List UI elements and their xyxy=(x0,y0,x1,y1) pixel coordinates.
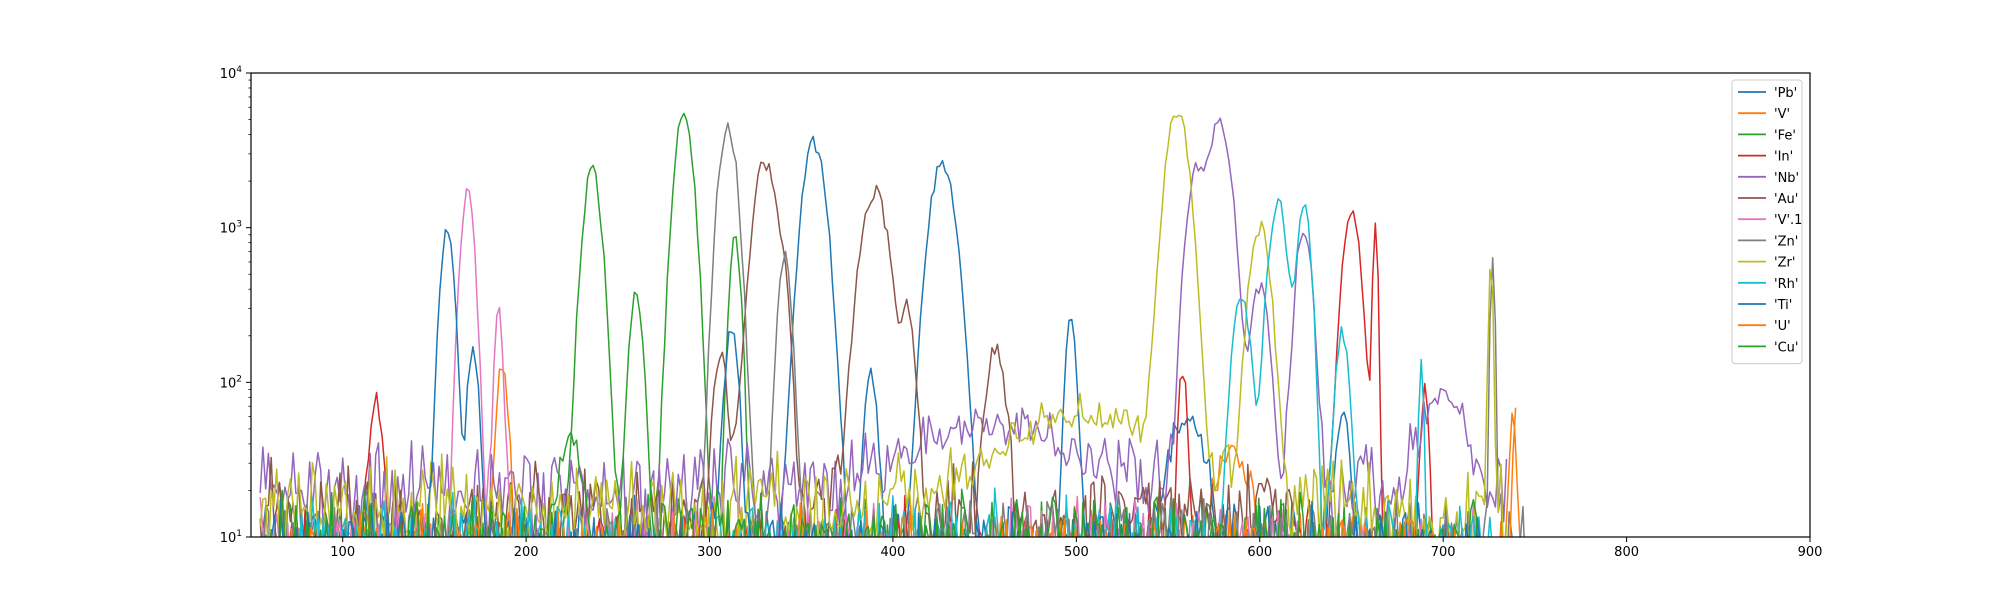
legend-label: 'Zr' xyxy=(1774,256,1795,271)
x-tick-label: 200 xyxy=(514,545,539,560)
legend: 'Pb' 'V' 'Fe' 'In' 'Nb' 'Au' 'V'.1 'Zn' 'Zr' 'Rh'… xyxy=(1731,79,1803,365)
y-tick-label: 103 xyxy=(220,220,242,237)
legend-label: 'Rh' xyxy=(1774,277,1798,292)
legend-label: 'Ti' xyxy=(1774,298,1792,313)
legend-label: 'V'.1 xyxy=(1774,213,1802,228)
x-tick-label: 500 xyxy=(1064,545,1089,560)
series-line xyxy=(263,122,1525,537)
series-line xyxy=(259,114,1508,537)
legend-label: 'Cu' xyxy=(1774,340,1798,355)
x-tick-label: 100 xyxy=(330,545,355,560)
legend-label: 'In' xyxy=(1774,150,1793,165)
y-tick-label: 101 xyxy=(220,529,242,546)
legend-label: 'Fe' xyxy=(1774,128,1796,143)
series-line xyxy=(271,228,1481,537)
series-line xyxy=(261,135,1444,537)
legend-label: 'Zn' xyxy=(1774,234,1798,249)
plot-frame xyxy=(250,72,1811,538)
y-tick-label: 104 xyxy=(220,65,243,82)
y-tick-label: 102 xyxy=(220,374,242,391)
series-line xyxy=(273,407,1517,537)
series-line xyxy=(259,117,1508,537)
x-tick-label: 400 xyxy=(881,545,906,560)
series-line xyxy=(299,198,1493,537)
legend-label: 'V' xyxy=(1774,107,1790,122)
x-tick-label: 600 xyxy=(1247,545,1272,560)
series-line xyxy=(270,291,1479,537)
x-axis: 100 200 300 400 500 600 700 800 900 xyxy=(330,537,1822,560)
x-tick-label: 800 xyxy=(1614,545,1639,560)
legend-label: 'U' xyxy=(1774,319,1791,334)
y-axis: 101 102 103 104 xyxy=(220,65,251,546)
series-line xyxy=(259,188,1477,537)
legend-label: 'Nb' xyxy=(1774,171,1799,186)
legend-label: 'Au' xyxy=(1774,192,1798,207)
legend-label: 'Pb' xyxy=(1774,86,1797,101)
x-tick-label: 900 xyxy=(1798,545,1823,560)
plot-lines xyxy=(259,112,1525,537)
series-line xyxy=(259,161,1296,537)
x-tick-label: 700 xyxy=(1431,545,1456,560)
legend-box xyxy=(1731,79,1803,365)
x-tick-label: 300 xyxy=(697,545,722,560)
